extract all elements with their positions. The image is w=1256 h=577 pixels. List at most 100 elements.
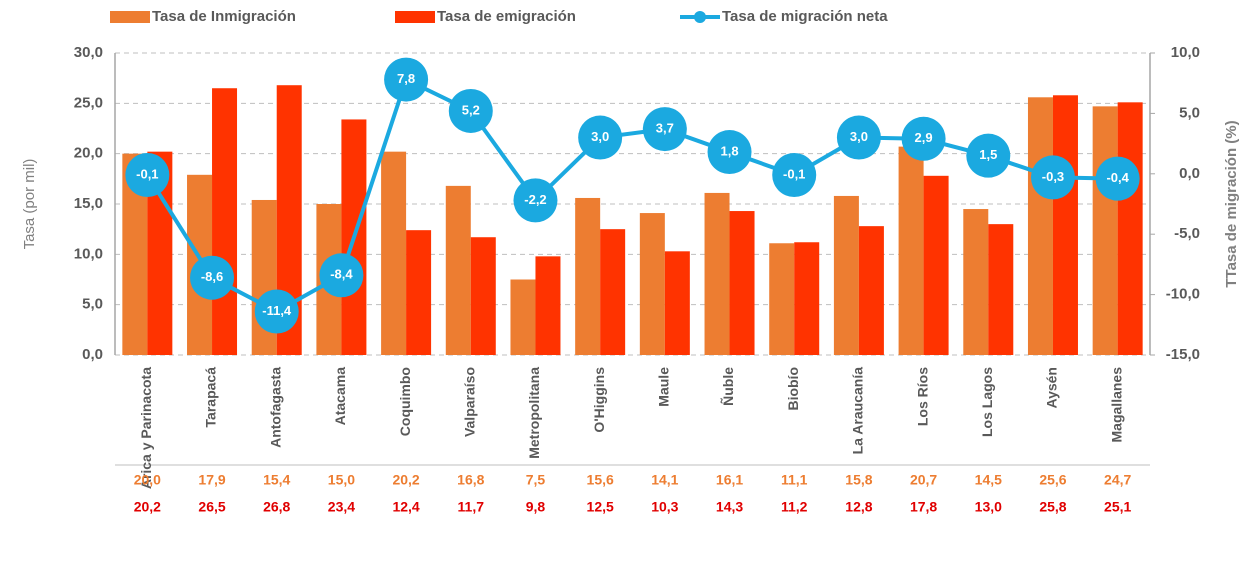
marker [125,153,170,198]
marker [190,255,235,300]
table-cell: 14,5 [975,472,1002,488]
table-cell: 15,8 [845,472,872,488]
data-label: 5,2 [462,102,480,117]
marker [448,88,493,133]
table-cell: 16,1 [716,472,743,488]
data-label: -0,3 [1042,169,1064,184]
y-tick-label: 10,0 [74,245,103,262]
marker [707,130,752,175]
bar [988,224,1014,355]
table-cell: 14,1 [651,472,678,488]
y2-tick-label: 5,0 [1179,104,1200,121]
x-tick-label: Ñuble [719,367,736,406]
bar [212,88,238,355]
marker [772,153,817,198]
x-tick-label: O'Higgins [591,367,607,433]
table-cell: 11,2 [781,499,808,515]
x-tick-label: Aysén [1044,367,1060,409]
bar [535,256,561,355]
data-label: -8,4 [330,267,353,282]
table-cell: 11,7 [458,499,485,515]
data-label: -0,1 [136,166,158,181]
bar [833,195,859,355]
bar [769,243,795,355]
x-tick-label: Coquimbo [397,367,413,436]
data-label: -2,2 [524,192,546,207]
bar [406,230,432,355]
data-label: 3,0 [591,129,609,144]
table-cell: 20,0 [134,472,161,488]
bar [575,197,601,355]
y2-tick-label: 10,0 [1171,44,1200,61]
bar [470,237,496,355]
data-label: -0,1 [783,166,805,181]
table-cell: 11,1 [781,472,808,488]
x-tick-label: Antofagasta [267,367,283,448]
data-label: -11,4 [262,303,292,318]
y-tick-label: 30,0 [74,44,103,61]
marker [254,289,299,334]
bar [794,242,820,355]
table-cell: 25,1 [1104,499,1131,515]
bar [1092,106,1118,355]
data-label: 3,7 [656,121,674,136]
legend-swatch [110,11,150,23]
y2-axis-label: TTasa de migración (%) [1223,120,1240,287]
x-tick-label: Los Lagos [979,367,995,437]
data-label: -8,6 [201,269,223,284]
marker [578,115,623,160]
y-axis-label: Tasa (por mil) [21,159,38,250]
table-cell: 24,7 [1104,472,1131,488]
y-tick-label: 0,0 [82,346,103,363]
marker [1095,156,1140,201]
data-label: 1,8 [720,143,738,158]
table-cell: 17,8 [910,499,937,515]
legend-swatch [395,11,435,23]
table-cell: 12,8 [845,499,872,515]
data-label: 1,5 [979,147,997,162]
marker [513,178,558,223]
bar [898,146,924,355]
bar [600,229,626,355]
y2-tick-label: -5,0 [1174,225,1200,242]
x-tick-label: Valparaíso [461,367,477,437]
table-cell: 25,6 [1039,472,1066,488]
data-label: -0,4 [1106,170,1129,185]
y2-tick-label: 0,0 [1179,165,1200,182]
table-cell: 14,3 [716,499,743,515]
table-cell: 9,8 [526,499,546,515]
y-tick-label: 20,0 [74,145,103,162]
legend-label: Tasa de Inmigración [152,8,296,25]
bar [729,211,755,355]
data-label: 3,0 [850,129,868,144]
bar [963,209,989,355]
x-tick-label: Tarapacá [203,367,219,428]
table-cell: 7,5 [526,472,546,488]
y2-tick-label: -15,0 [1166,346,1200,363]
table-cell: 15,6 [587,472,614,488]
bar [445,185,471,355]
table-cell: 26,8 [263,499,290,515]
bar [639,213,665,355]
y2-tick-label: -10,0 [1166,286,1200,303]
x-tick-label: Metropolitana [526,367,542,459]
legend-marker [694,11,706,23]
bar [510,279,536,355]
marker [1030,155,1075,200]
bar [704,192,730,355]
table-cell: 17,9 [198,472,225,488]
table-cell: 23,4 [328,499,355,515]
marker [836,115,881,160]
y-tick-label: 15,0 [74,195,103,212]
x-tick-label: Arica y Parinacota [138,367,154,489]
x-tick-label: Magallanes [1108,367,1124,443]
marker [384,57,429,102]
marker [642,107,687,152]
bar [1117,102,1143,356]
y-tick-label: 25,0 [74,94,103,111]
x-tick-label: Los Ríos [914,367,930,426]
table-cell: 20,2 [392,472,419,488]
table-cell: 20,2 [134,499,161,515]
bar [664,251,690,355]
